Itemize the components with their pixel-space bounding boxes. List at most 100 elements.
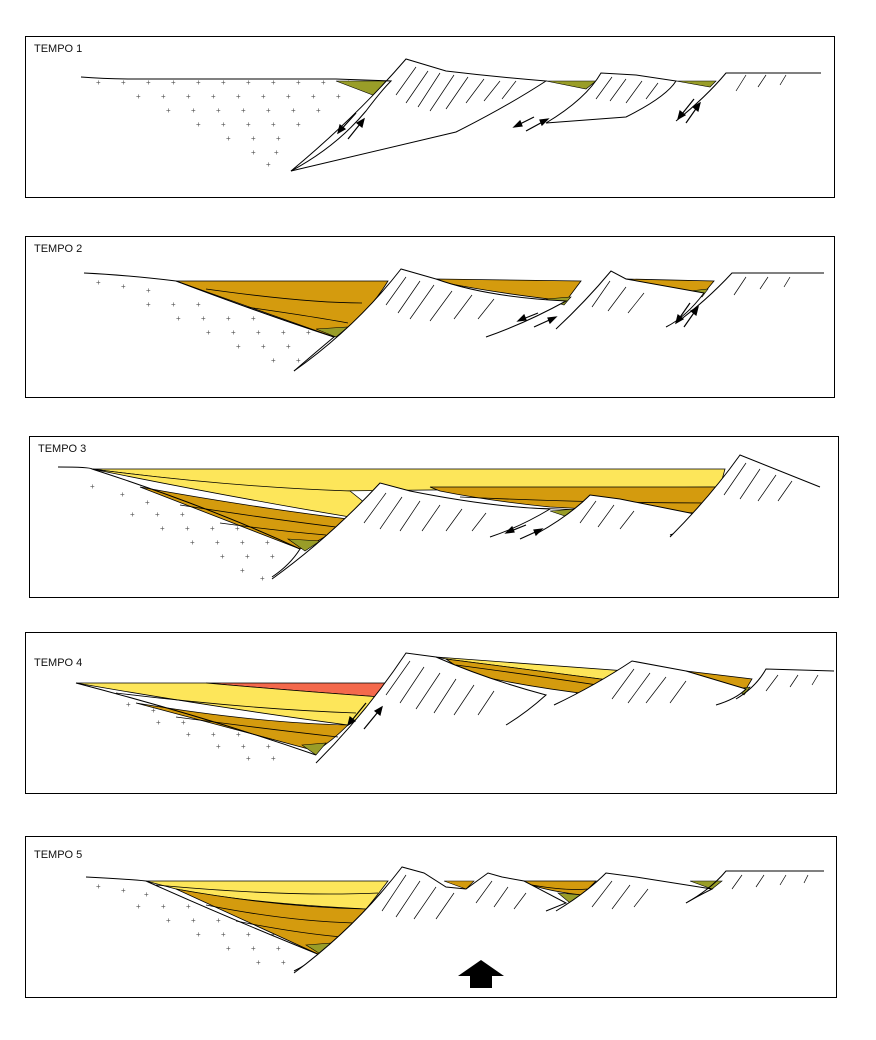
basin-layer <box>219 522 327 536</box>
svg-text:+: + <box>240 566 245 575</box>
svg-text:+: + <box>151 706 156 715</box>
fault-block <box>553 660 747 706</box>
panel-label: TEMPO 2 <box>34 243 83 255</box>
svg-text:+: + <box>311 92 316 101</box>
svg-text:+: + <box>186 902 191 911</box>
svg-text:+: + <box>136 902 141 911</box>
panel-label: TEMPO 4 <box>34 657 83 669</box>
svg-text:+: + <box>241 742 246 751</box>
ochre-basin-fill <box>139 486 349 550</box>
svg-text:+: + <box>216 916 221 925</box>
svg-text:+: + <box>144 890 149 899</box>
fault-block <box>315 652 548 764</box>
svg-text:+: + <box>296 356 301 365</box>
panel-tempo-1: TEMPO 1 + + + + + + + + + + + + + + + + + + + + + + + + + + + + +… <box>25 36 835 198</box>
hatching <box>385 276 791 322</box>
basin-layer <box>179 504 337 528</box>
svg-text:+: + <box>246 78 251 87</box>
svg-text:+: + <box>146 300 151 309</box>
svg-text:+: + <box>236 730 241 739</box>
panel-label: TEMPO 5 <box>34 849 83 861</box>
basin-layer <box>205 288 363 304</box>
fault-block <box>685 870 824 904</box>
svg-text:+: + <box>210 524 215 533</box>
svg-text:+: + <box>166 916 171 925</box>
cross-section-1: + + + + + + + + + + + + + + + + + + + + + + + + + + + + + + + + + + + … <box>80 58 821 172</box>
svg-text:+: + <box>121 886 126 895</box>
hatching <box>381 874 809 920</box>
cross-section-5: + + + + + + + + + + + + + + + + + + <box>85 866 824 988</box>
svg-text:+: + <box>271 930 276 939</box>
svg-text:+: + <box>211 92 216 101</box>
svg-text:+: + <box>171 78 176 87</box>
panel-label: TEMPO 1 <box>34 43 83 55</box>
olive-sediment <box>301 742 327 756</box>
svg-text:+: + <box>316 106 321 115</box>
surface-line <box>57 466 301 578</box>
svg-text:+: + <box>266 106 271 115</box>
svg-text:+: + <box>146 78 151 87</box>
basin-layer <box>155 884 379 895</box>
fault-block <box>669 454 821 538</box>
svg-text:+: + <box>266 160 271 169</box>
uplift-arrow-icon <box>458 960 504 988</box>
svg-text:+: + <box>96 78 101 87</box>
basin-layer <box>115 692 357 714</box>
ochre-basin-fill <box>443 880 475 890</box>
svg-text:+: + <box>155 510 160 519</box>
svg-text:+: + <box>96 278 101 287</box>
basin-layer <box>531 884 589 890</box>
fault-block <box>293 268 568 372</box>
svg-text:+: + <box>296 120 301 129</box>
hatching <box>363 462 793 532</box>
svg-text:+: + <box>126 700 131 709</box>
svg-text:+: + <box>271 78 276 87</box>
fault-block <box>271 482 552 580</box>
svg-text:+: + <box>186 730 191 739</box>
svg-text:+: + <box>306 328 311 337</box>
svg-text:+: + <box>191 916 196 925</box>
hatching <box>385 660 819 716</box>
svg-text:+: + <box>221 930 226 939</box>
svg-text:+: + <box>201 314 206 323</box>
svg-text:+: + <box>161 902 166 911</box>
ochre-basin-fill <box>135 702 349 752</box>
svg-text:+: + <box>231 328 236 337</box>
svg-text:+: + <box>221 78 226 87</box>
fault-motion-arrows <box>347 702 383 730</box>
svg-text:+: + <box>206 328 211 337</box>
svg-text:+: + <box>235 524 240 533</box>
svg-text:+: + <box>130 510 135 519</box>
fault-block <box>545 72 677 124</box>
svg-text:+: + <box>180 510 185 519</box>
svg-text:+: + <box>90 482 95 491</box>
svg-text:+: + <box>261 92 266 101</box>
svg-text:+: + <box>336 92 341 101</box>
svg-text:+: + <box>271 120 276 129</box>
svg-text:+: + <box>256 958 261 967</box>
svg-text:+: + <box>246 754 251 763</box>
svg-text:+: + <box>120 490 125 499</box>
svg-text:+: + <box>281 328 286 337</box>
svg-text:+: + <box>271 356 276 365</box>
olive-sediment <box>675 80 717 88</box>
svg-text:+: + <box>276 134 281 143</box>
svg-text:+: + <box>226 944 231 953</box>
svg-text:+: + <box>251 134 256 143</box>
svg-text:+: + <box>196 300 201 309</box>
fault-block <box>675 72 821 122</box>
svg-text:+: + <box>171 300 176 309</box>
svg-text:+: + <box>236 342 241 351</box>
svg-text:+: + <box>246 120 251 129</box>
svg-text:+: + <box>196 120 201 129</box>
svg-text:+: + <box>211 730 216 739</box>
basement-cross-pattern: +++ + + + + + + + + + + + + + + ++ <box>90 482 275 583</box>
svg-text:+: + <box>190 538 195 547</box>
svg-text:+: + <box>245 552 250 561</box>
svg-text:+: + <box>321 78 326 87</box>
svg-text:+: + <box>196 78 201 87</box>
svg-text:+: + <box>281 958 286 967</box>
basement-cross-pattern: + + + + + + + + + + + + + + + + + + + + <box>96 278 311 365</box>
svg-text:+: + <box>96 882 101 891</box>
svg-text:+: + <box>266 742 271 751</box>
